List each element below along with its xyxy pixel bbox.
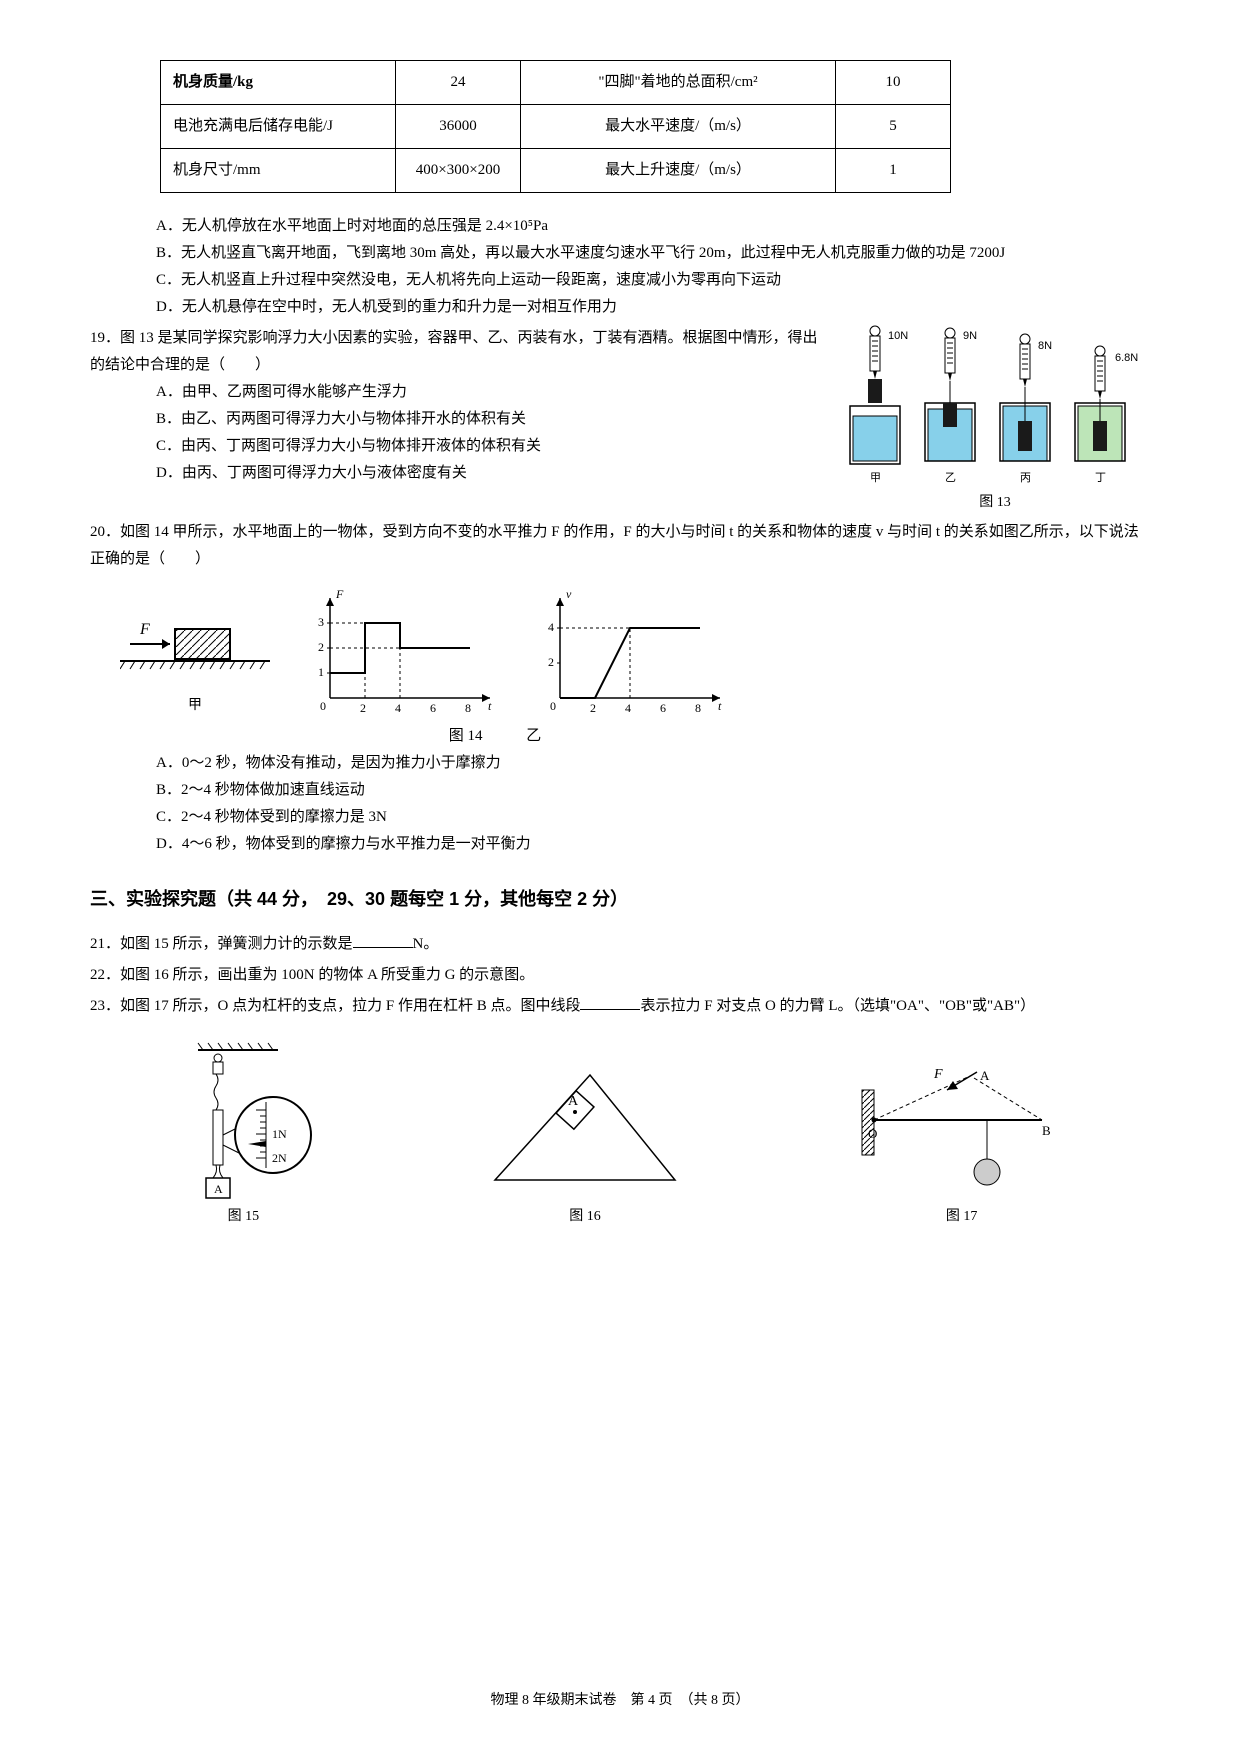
svg-text:2: 2: [360, 701, 366, 715]
svg-text:2N: 2N: [272, 1151, 287, 1165]
svg-text:1: 1: [318, 665, 324, 679]
svg-text:F: F: [933, 1067, 943, 1082]
svg-text:A: A: [980, 1068, 990, 1083]
svg-text:9N: 9N: [963, 330, 977, 342]
table-row: 机身尺寸/mm 400×300×200 最大上升速度/（m/s） 1: [161, 149, 951, 193]
svg-text:F: F: [139, 621, 150, 638]
svg-text:6.8N: 6.8N: [1115, 352, 1138, 364]
svg-text:丁: 丁: [1095, 472, 1106, 484]
svg-text:2: 2: [548, 655, 554, 669]
page-footer: 物理 8 年级期末试卷 第 4 页 （共 8 页）: [0, 1688, 1240, 1713]
svg-text:乙: 乙: [945, 471, 956, 484]
figure-13: 10N 9N 8N: [840, 321, 1150, 515]
bottom-figures: A 1N 2N 图 15 A 图 16: [90, 1040, 1150, 1229]
svg-text:丙: 丙: [1020, 472, 1031, 484]
svg-text:0: 0: [550, 699, 556, 713]
q23: 23．如图 17 所示，O 点为杠杆的支点，拉力 F 作用在杠杆 B 点。图中线…: [90, 993, 1150, 1020]
svg-text:B: B: [1042, 1123, 1051, 1138]
figure-14: F 甲 1 2 3 0 2468 F: [120, 588, 1150, 718]
table-row: 机身质量/kg 24 "四脚"着地的总面积/cm² 10: [161, 61, 951, 105]
svg-text:4: 4: [625, 701, 631, 715]
fig14-caption: 图 14: [449, 728, 483, 744]
svg-text:8: 8: [695, 701, 701, 715]
table-row: 电池充满电后储存电能/J 36000 最大水平速度/（m/s） 5: [161, 105, 951, 149]
section-3-heading: 三、实验探究题（共 44 分， 29、30 题每空 1 分，其他每空 2 分）: [90, 883, 1150, 915]
svg-text:0: 0: [320, 699, 326, 713]
q21: 21．如图 15 所示，弹簧测力计的示数是N。: [90, 931, 1150, 958]
q20-options: A．0～2 秒，物体没有推动，是因为推力小于摩擦力 B．2～4 秒物体做加速直线…: [90, 750, 1150, 858]
svg-text:2: 2: [590, 701, 596, 715]
svg-text:t: t: [488, 699, 492, 713]
svg-text:1N: 1N: [272, 1127, 287, 1141]
svg-text:O: O: [868, 1126, 877, 1141]
q20: 20．如图 14 甲所示，水平地面上的一物体，受到方向不变的水平推力 F 的作用…: [90, 519, 1150, 573]
q22: 22．如图 16 所示，画出重为 100N 的物体 A 所受重力 G 的示意图。: [90, 962, 1150, 989]
svg-text:4: 4: [548, 620, 554, 634]
svg-text:A: A: [568, 1094, 579, 1109]
svg-text:甲: 甲: [870, 472, 881, 484]
svg-text:3: 3: [318, 615, 324, 629]
svg-text:v: v: [566, 588, 572, 601]
svg-text:6: 6: [660, 701, 666, 715]
svg-text:4: 4: [395, 701, 401, 715]
svg-text:8N: 8N: [1038, 340, 1052, 352]
svg-text:2: 2: [318, 640, 324, 654]
q18-options: A．无人机停放在水平地面上时对地面的总压强是 2.4×10⁵Pa B．无人机竖直…: [90, 213, 1150, 321]
svg-text:6: 6: [430, 701, 436, 715]
svg-text:F: F: [335, 588, 344, 601]
svg-text:A: A: [214, 1182, 223, 1196]
spec-table: 机身质量/kg 24 "四脚"着地的总面积/cm² 10 电池充满电后储存电能/…: [160, 60, 951, 193]
svg-text:10N: 10N: [888, 330, 908, 342]
svg-text:8: 8: [465, 701, 471, 715]
svg-text:t: t: [718, 699, 722, 713]
